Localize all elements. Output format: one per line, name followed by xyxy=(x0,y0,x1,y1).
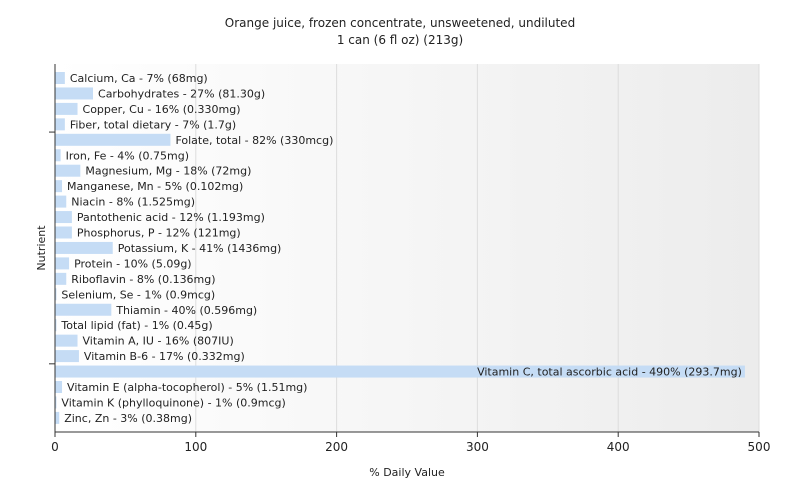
bar-label: Phosphorus, P - 12% (121mg) xyxy=(77,227,241,240)
bar-label: Vitamin A, IU - 16% (807IU) xyxy=(83,335,234,348)
bar xyxy=(55,226,72,239)
bar-label: Riboflavin - 8% (0.136mg) xyxy=(71,273,215,286)
bar-label: Niacin - 8% (1.525mg) xyxy=(71,196,195,209)
bar xyxy=(55,350,79,363)
x-tick-label: 500 xyxy=(748,440,771,454)
bar-label: Folate, total - 82% (330mcg) xyxy=(175,134,333,147)
x-tick-label: 300 xyxy=(466,440,489,454)
bar-label: Magnesium, Mg - 18% (72mg) xyxy=(85,165,251,178)
bar-label: Manganese, Mn - 5% (0.102mg) xyxy=(67,180,243,193)
bar-label: Zinc, Zn - 3% (0.38mg) xyxy=(64,412,192,425)
bar xyxy=(55,133,171,146)
bar xyxy=(55,396,57,409)
bar-label: Vitamin C, total ascorbic acid - 490% (2… xyxy=(477,366,742,379)
bar-label: Vitamin B-6 - 17% (0.332mg) xyxy=(84,350,245,363)
bar xyxy=(55,365,745,378)
bar xyxy=(55,87,94,100)
bar-label: Iron, Fe - 4% (0.75mg) xyxy=(66,149,189,162)
bar-label: Selenium, Se - 1% (0.9mcg) xyxy=(61,288,215,301)
x-tick-label: 100 xyxy=(184,440,207,454)
bar-label: Vitamin E (alpha-tocopherol) - 5% (1.51m… xyxy=(67,381,307,394)
chart-title: Orange juice, frozen concentrate, unswee… xyxy=(225,16,575,30)
bar-label: Total lipid (fat) - 1% (0.45g) xyxy=(60,319,212,332)
bar xyxy=(55,272,67,285)
bar xyxy=(55,334,78,347)
bar-label: Copper, Cu - 16% (0.330mg) xyxy=(83,103,241,116)
chart-subtitle: 1 can (6 fl oz) (213g) xyxy=(337,33,463,47)
bar xyxy=(55,149,61,162)
bar xyxy=(55,288,57,301)
y-axis-ticks xyxy=(49,131,55,365)
bar xyxy=(55,180,63,193)
y-axis-label: Nutrient xyxy=(35,225,48,271)
bar-labels: Calcium, Ca - 7% (68mg) Carbohydrates - 2… xyxy=(60,72,742,425)
bar-label: Fiber, total dietary - 7% (1.7g) xyxy=(70,118,236,131)
bar xyxy=(55,241,113,254)
bar xyxy=(55,72,65,84)
bar xyxy=(55,164,81,177)
bar xyxy=(55,211,72,224)
x-tick-label: 200 xyxy=(325,440,348,454)
bar-label: Pantothenic acid - 12% (1.193mg) xyxy=(77,211,265,224)
bar-label: Potassium, K - 41% (1436mg) xyxy=(118,242,282,255)
bar-label: Calcium, Ca - 7% (68mg) xyxy=(70,72,208,85)
bar-label: Protein - 10% (5.09g) xyxy=(74,257,192,270)
bar xyxy=(55,118,65,131)
bar xyxy=(55,195,67,208)
bar xyxy=(55,319,57,332)
bars xyxy=(55,72,745,424)
bar xyxy=(55,411,60,424)
bar xyxy=(55,257,70,270)
bar xyxy=(55,381,63,393)
x-tick-label: 400 xyxy=(607,440,630,454)
x-axis-ticks: 0 100 200 300 400 500 xyxy=(51,432,770,454)
bar-label: Carbohydrates - 27% (81.30g) xyxy=(98,87,265,100)
bar-label: Thiamin - 40% (0.596mg) xyxy=(115,304,257,317)
bar xyxy=(55,303,112,316)
bar-label: Vitamin K (phylloquinone) - 1% (0.9mcg) xyxy=(61,396,285,409)
x-tick-label: 0 xyxy=(51,440,59,454)
bar xyxy=(55,102,78,115)
x-axis-label: % Daily Value xyxy=(369,466,445,479)
